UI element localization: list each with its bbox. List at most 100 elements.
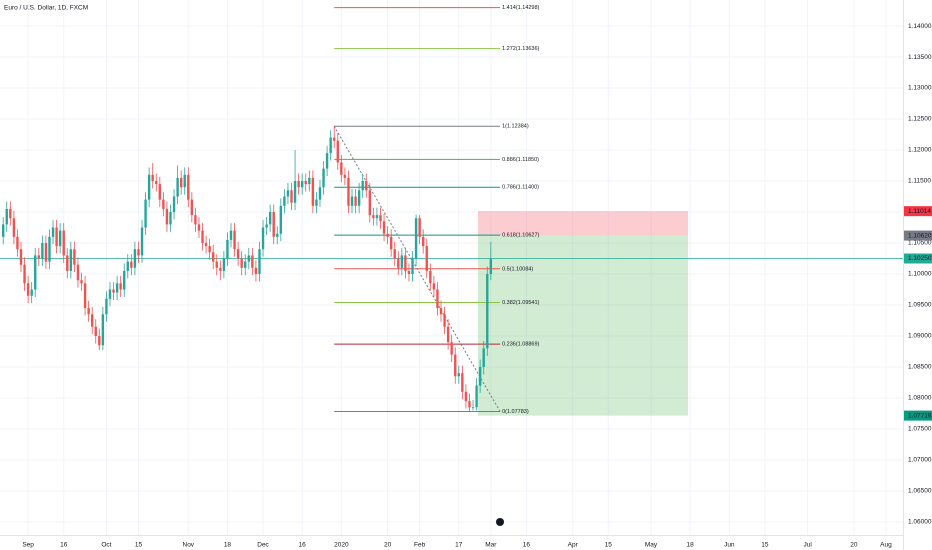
candle-body bbox=[133, 249, 137, 268]
fib-label: 0.5(1.10084) bbox=[502, 266, 533, 272]
candle-body bbox=[258, 249, 261, 275]
candle-body bbox=[446, 326, 450, 343]
candle-body bbox=[30, 289, 33, 296]
candle-body bbox=[87, 308, 90, 315]
candle-body bbox=[418, 218, 421, 237]
fib-label: 1.272(1.13636) bbox=[502, 46, 539, 52]
x-tick-label: 16 bbox=[299, 542, 307, 549]
target-zone bbox=[478, 235, 689, 416]
candle-body bbox=[151, 174, 154, 182]
stop-zone bbox=[478, 211, 689, 236]
y-tick-label: 1.09500 bbox=[908, 302, 932, 309]
candle-body bbox=[268, 212, 272, 225]
y-tick-label: 1.08000 bbox=[908, 395, 932, 402]
x-tick-label: Oct bbox=[101, 542, 111, 549]
fib-label: 0.236(1.08869) bbox=[502, 342, 539, 348]
fib-label: 0.786(1.11400) bbox=[502, 185, 539, 191]
candle-body bbox=[155, 181, 158, 185]
candle-body bbox=[464, 391, 468, 402]
y-tick-label: 1.10500 bbox=[908, 240, 932, 247]
y-tick-label: 1.13000 bbox=[908, 85, 932, 92]
candle-body bbox=[489, 258, 493, 275]
x-tick-label: Aug bbox=[880, 542, 892, 549]
candle-body bbox=[44, 243, 48, 262]
candle-body bbox=[108, 289, 112, 299]
candle-body bbox=[329, 137, 332, 154]
candle-body bbox=[137, 249, 140, 256]
candle-body bbox=[372, 215, 375, 219]
x-tick-label: 15 bbox=[761, 542, 769, 549]
candle-body bbox=[73, 249, 76, 265]
y-tick-label: 1.09000 bbox=[908, 333, 932, 340]
candle-body bbox=[16, 236, 19, 250]
candle-body bbox=[311, 177, 315, 206]
x-tick-label: 18 bbox=[224, 542, 232, 549]
candle-body bbox=[347, 177, 350, 206]
candle-body bbox=[158, 184, 162, 200]
candle-body bbox=[76, 264, 80, 281]
candle-body bbox=[190, 199, 194, 216]
candle-body bbox=[140, 227, 144, 256]
candle-body bbox=[179, 177, 183, 188]
chart-title: Euro / U.S. Dollar, 1D, FXCM bbox=[4, 5, 88, 12]
candle-body bbox=[233, 230, 236, 250]
candle-body bbox=[386, 233, 389, 237]
candle-body bbox=[226, 239, 229, 259]
candle-body bbox=[308, 177, 311, 185]
candle-body bbox=[318, 187, 322, 200]
candle-body bbox=[194, 215, 197, 225]
candle-body bbox=[101, 314, 105, 346]
candle-body bbox=[471, 407, 475, 409]
y-tick-label: 1.10000 bbox=[908, 271, 932, 278]
candle-body bbox=[94, 326, 97, 337]
candle-body bbox=[2, 224, 5, 237]
candle-body bbox=[69, 249, 73, 271]
candle-body bbox=[393, 249, 396, 259]
candle-body bbox=[322, 168, 325, 188]
y-tick-label: 1.11500 bbox=[908, 178, 931, 185]
y-tick-label: 1.07500 bbox=[908, 426, 932, 433]
candle-body bbox=[333, 137, 336, 141]
candle-body bbox=[336, 140, 339, 163]
candle-body bbox=[251, 255, 254, 268]
x-tick-label: 2020 bbox=[334, 542, 349, 549]
candle-body bbox=[407, 270, 411, 275]
candle-body bbox=[90, 314, 94, 327]
candle-body bbox=[436, 289, 439, 309]
candle-body bbox=[450, 342, 453, 355]
candle-body bbox=[297, 181, 300, 188]
fib-label: 1(1.12384) bbox=[502, 124, 529, 130]
candle-body bbox=[315, 199, 318, 206]
y-tick-label: 1.14000 bbox=[908, 23, 932, 30]
x-tick-label: Sep bbox=[22, 542, 34, 549]
fib-label: 0(1.07783) bbox=[502, 409, 529, 415]
candle-body bbox=[247, 255, 250, 262]
x-tick-label: 15 bbox=[135, 542, 143, 549]
candle-body bbox=[187, 174, 190, 200]
candle-body bbox=[236, 249, 240, 259]
fib-trend-line bbox=[333, 125, 501, 412]
last-price-label: 1.10250 bbox=[908, 255, 932, 262]
candle-body bbox=[62, 230, 65, 256]
x-tick-label: 20 bbox=[850, 542, 858, 549]
candle-body bbox=[304, 181, 307, 185]
candle-body bbox=[414, 218, 418, 259]
candle-body bbox=[340, 162, 343, 175]
candle-body bbox=[130, 261, 133, 268]
candle-body bbox=[389, 236, 393, 250]
candle-body bbox=[343, 174, 347, 178]
candle-body bbox=[425, 246, 428, 271]
x-tick-label: 16 bbox=[523, 542, 531, 549]
entry-price-label: 1.10620 bbox=[908, 232, 932, 239]
candle-body bbox=[162, 199, 165, 209]
candle-body bbox=[26, 283, 30, 296]
candle-body bbox=[12, 218, 16, 237]
candle-body bbox=[147, 174, 151, 200]
candle-body bbox=[244, 261, 247, 268]
x-tick-label: Apr bbox=[568, 542, 579, 549]
candle-body bbox=[172, 196, 176, 213]
candle-body bbox=[169, 212, 172, 225]
candle-body bbox=[404, 255, 407, 271]
candle-body bbox=[34, 255, 37, 290]
